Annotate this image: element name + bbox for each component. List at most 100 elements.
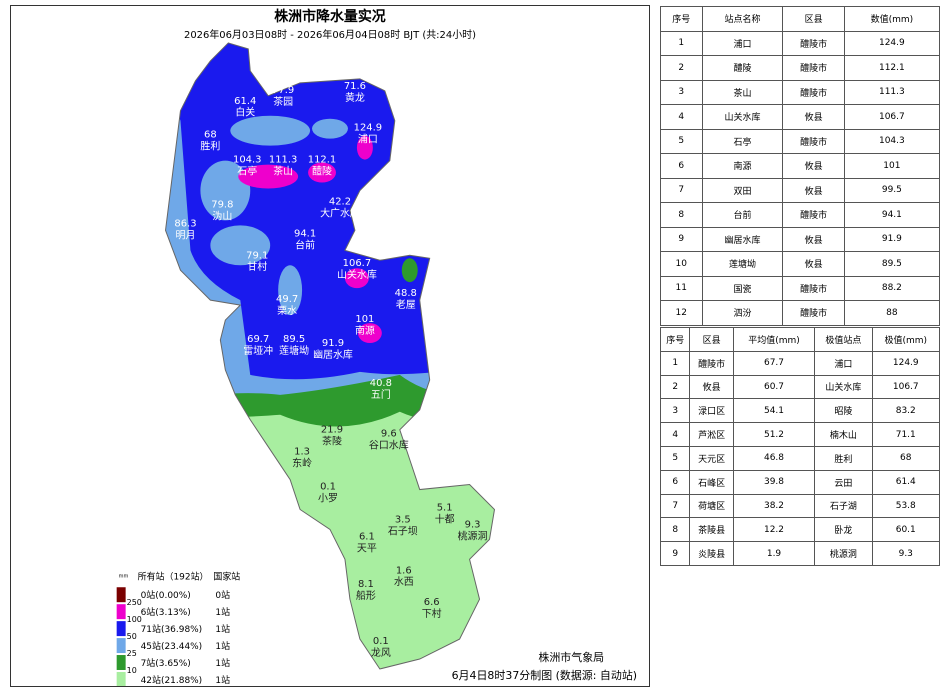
table-cell: 12.2 [732,517,816,543]
station-value: 42.2 [329,196,351,207]
table-cell: 106.7 [843,104,941,130]
station-value: 1.3 [294,447,310,458]
station-value: 106.7 [343,258,372,269]
table-cell: 双田 [701,177,784,203]
table-row: 4 山关水库 攸县 106.7 [660,104,941,130]
table-cell: 68 [871,445,941,471]
table-cell: 51.2 [732,422,816,447]
legend-all: 71站(36.98%) [141,623,203,635]
legend-all: 0站(0.00%) [141,589,191,601]
station-value: 69.7 [247,334,269,345]
table-cell: 莲塘坳 [701,251,784,277]
station-value: 104.3 [233,155,262,166]
station-value: 49.7 [276,294,298,305]
station-name: 台前 [295,238,315,251]
legend: 0站(0.00%) 0站 6站(3.13%) 1站 71站(36.98%) 1站 45站(2… [116,587,230,686]
station-value: 9.3 [465,519,481,530]
legend-national: 1站 [215,674,230,686]
table-row: 9 幽居水库 攸县 91.9 [660,226,941,252]
table-cell: 6 [660,153,703,179]
table-cell: 7 [660,177,703,203]
table-cell: 炎陵县 [689,541,734,566]
header-cell: 序号 [659,327,691,352]
legend-national: 1站 [215,606,230,618]
legend-swatch [116,604,126,620]
table-cell: 124.9 [871,350,941,376]
legend-header: 国家站 [213,570,240,582]
legend-national: 1站 [215,623,230,635]
station-name: 桃源洞 [458,529,488,542]
table-cell: 醴陵市 [782,300,845,326]
station-name: 天平 [357,543,377,554]
table-cell: 91.9 [843,226,941,252]
legend-national: 1站 [215,640,230,652]
station-value: 79.1 [246,250,268,261]
table-row: 6 石峰区 39.8 云田 61.4 [659,469,941,495]
agency: 株洲市气象局 [538,650,604,664]
legend-national: 1站 [215,657,230,669]
header-cell: 平均值(mm) [732,327,816,352]
table-cell: 醴陵市 [782,202,845,228]
station-value: 79.8 [211,199,233,210]
table-cell: 3 [659,398,691,424]
table-cell: 国瓷 [701,275,784,301]
table-row: 12 泗汾 醴陵市 88 [660,300,941,326]
table-cell: 1 [659,350,691,376]
table-row: 7 荷塘区 38.2 石子湖 53.8 [659,493,941,519]
header-cell: 数值(mm) [843,6,941,32]
stations: 124.9浦口 104.3石亭 111.3茶山 112.1醴陵 61.4白关 77.9茶园… [174,81,487,659]
table-cell: 2 [660,55,703,81]
legend-swatch [116,671,126,686]
legend-unit: mm [119,573,129,579]
table-cell: 8 [660,202,703,228]
table-cell: 9.3 [871,541,941,566]
station-name: 谷口水库 [369,439,409,452]
station-name: 五门 [371,388,391,401]
table-cell: 幽居水库 [701,226,784,252]
station-value: 9.6 [381,429,397,440]
table-cell: 61.4 [871,469,941,495]
table-row: 1 浦口 醴陵市 124.9 [660,30,941,56]
station-name: 幽居水库 [313,348,353,361]
station-value: 91.9 [322,338,344,349]
table-cell: 88 [843,300,941,326]
station-name: 雷垭冲 [243,344,273,357]
table-cell: 38.2 [732,493,816,519]
legend-all: 42站(21.88%) [141,674,203,686]
station-name: 老屋 [396,298,416,311]
table-cell: 醴陵 [701,55,784,81]
table-cell: 攸县 [782,153,845,179]
legend-swatch [116,638,126,654]
table-row: 11 国瓷 醴陵市 88.2 [660,275,941,301]
station-value: 5.1 [437,502,453,513]
station-name: 胜利 [200,141,220,153]
table-cell: 浦口 [814,350,873,376]
legend-all: 6站(3.13%) [141,606,191,618]
table-cell: 88.2 [843,275,941,301]
table-cell: 卧龙 [814,517,873,543]
table-cell: 1 [660,30,703,56]
map-subtitle: 2026年06月03日08时 - 2026年06月04日08时 BJT (共:2… [184,28,476,41]
station-name: 明月 [176,229,196,241]
table-cell: 楠木山 [814,422,873,447]
station-name: 沩山 [212,210,232,222]
station-value: 101 [355,314,374,325]
table-cell: 茶陵县 [689,517,734,543]
table-cell: 5 [660,128,703,154]
station-name: 茶山 [273,165,293,178]
station-name: 栗水 [277,305,297,317]
table-cell: 云田 [814,469,873,495]
station-name: 大广水库 [320,206,360,219]
table-cell: 5 [659,445,691,471]
table-cell: 46.8 [732,445,816,471]
station-value: 6.1 [359,531,375,542]
table-cell: 54.1 [732,398,816,424]
table-row: 1 醴陵市 67.7 浦口 124.9 [659,350,941,376]
table-cell: 83.2 [871,398,941,424]
table-cell: 渌口区 [689,398,734,424]
table-row: 5 石亭 醴陵市 104.3 [660,128,941,154]
table-cell: 67.7 [732,350,816,376]
table-row: 2 攸县 60.7 山关水库 106.7 [659,374,941,400]
station-value: 8.1 [358,579,374,590]
table-cell: 胜利 [814,445,873,471]
